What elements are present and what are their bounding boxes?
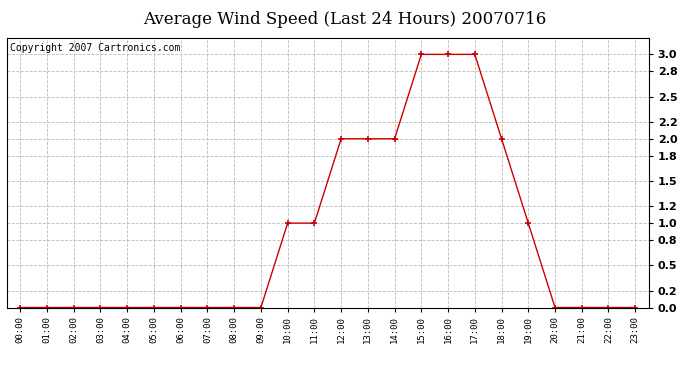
Text: Copyright 2007 Cartronics.com: Copyright 2007 Cartronics.com [10,43,181,53]
Text: Average Wind Speed (Last 24 Hours) 20070716: Average Wind Speed (Last 24 Hours) 20070… [144,11,546,28]
